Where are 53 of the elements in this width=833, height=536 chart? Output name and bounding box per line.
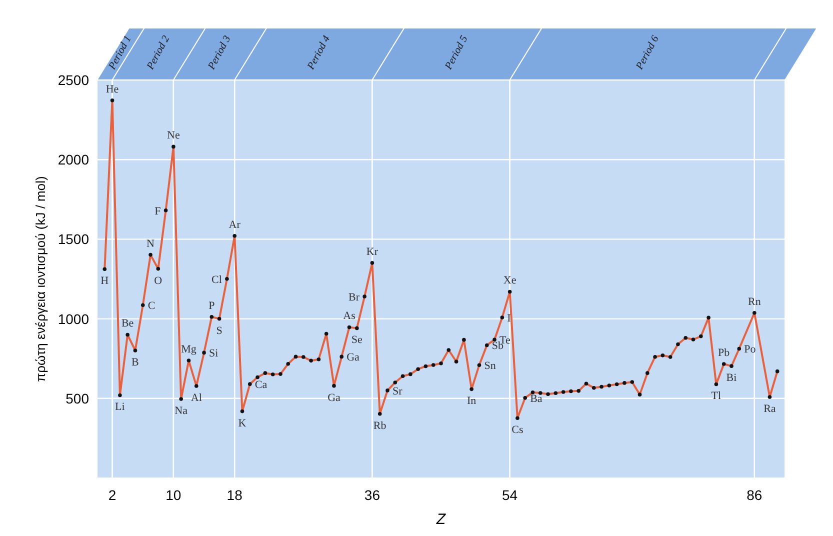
annotation: Cl (212, 274, 222, 286)
x-axis-title: Z (435, 511, 446, 528)
annotation: Po (744, 344, 756, 356)
y-tick-label: 1000 (58, 310, 90, 327)
annotation: Mg (181, 344, 197, 356)
annotation: Al (190, 392, 202, 404)
x-tick-label: 18 (226, 487, 243, 503)
annotation: S (216, 324, 222, 337)
annotation: Si (209, 348, 218, 360)
x-tick-label: 86 (746, 487, 762, 503)
x-tick-label: 10 (166, 487, 182, 503)
annotation: Ba (530, 392, 542, 405)
annotation: As (343, 310, 356, 322)
annotation: In (466, 395, 477, 408)
y-tick-label: 2000 (58, 152, 90, 168)
annotation: Rn (748, 296, 762, 308)
annotation: Ra (764, 402, 776, 415)
y-tick-label: 2500 (58, 72, 90, 88)
annotation: B (132, 356, 139, 368)
annotation: Se (351, 334, 363, 346)
annotation: Be (121, 318, 134, 330)
annotation: He (106, 83, 119, 96)
annotation: Br (348, 292, 360, 304)
annotation: K (238, 417, 246, 430)
annotation: H (100, 275, 109, 288)
y-axis-title: πρώτη ενέργεια ιοντισμού (kJ / mol) (33, 176, 48, 382)
annotation: P (208, 300, 215, 312)
annotation: O (154, 274, 162, 287)
annotation: Cs (512, 424, 524, 436)
annotation: Bi (726, 372, 737, 384)
annotation: Kr (366, 246, 378, 258)
annotation: Ne (167, 130, 180, 142)
annotation: Ga (346, 352, 360, 364)
annotation: Ca (254, 379, 268, 392)
annotation: Tl (711, 390, 722, 402)
annotation: Rb (373, 420, 387, 432)
annotation: Ga (328, 392, 341, 404)
y-tick-label: 1500 (58, 231, 90, 248)
annotation: Xe (503, 274, 516, 287)
annotation: F (154, 205, 161, 218)
y-tick-label: 500 (66, 390, 90, 406)
x-tick-label: 2 (108, 487, 116, 503)
annotation: Pb (718, 347, 730, 360)
annotation: I (507, 312, 512, 325)
x-tick-label: 36 (364, 487, 380, 503)
annotation: Sn (484, 360, 496, 372)
annotation: N (146, 238, 155, 250)
annotation: C (148, 300, 156, 312)
annotation: Ar (228, 218, 241, 231)
x-tick-label: 54 (502, 487, 518, 503)
annotation: Na (174, 405, 188, 418)
annotation: Li (115, 401, 125, 414)
annotation: Sr (392, 385, 403, 398)
